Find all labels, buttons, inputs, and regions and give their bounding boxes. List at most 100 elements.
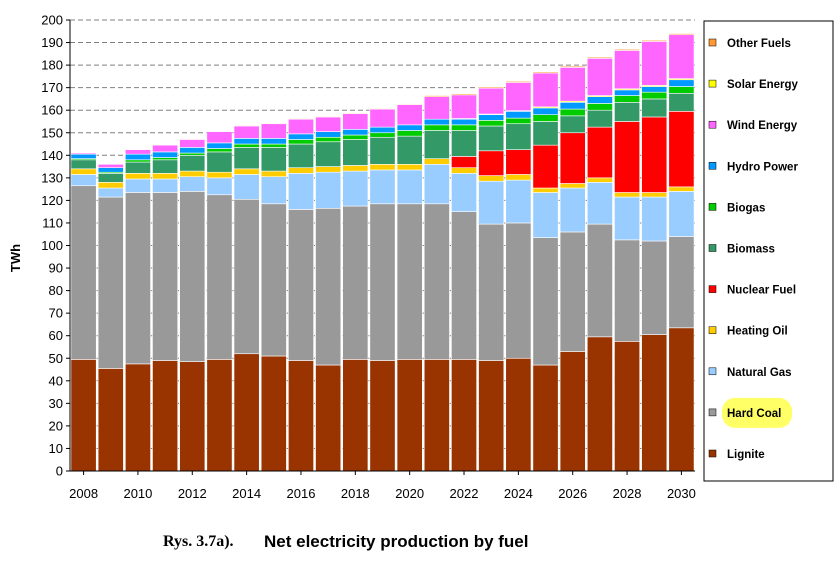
- bar-segment-other-fuels-2017: [315, 115, 342, 118]
- bar-segment-biomass-2026: [559, 115, 586, 134]
- bar-segment-natural-gas-2016: [288, 173, 314, 210]
- legend-highlight: [722, 397, 792, 428]
- bar-segment-wind-energy-2025: [532, 72, 559, 108]
- bar-segment-heating-oil-2016: [288, 167, 314, 174]
- stacked-bar-chart: 0102030405060708090100110120130140150160…: [8, 12, 834, 501]
- bar-segment-wind-energy-2008: [70, 152, 97, 155]
- x-tick-label-2020: 2020: [395, 486, 424, 501]
- bar-segment-hard-coal-2021: [423, 203, 450, 360]
- bar-segment-wind-energy-2019: [369, 108, 396, 128]
- bar-segment-lignite-2012: [179, 361, 206, 472]
- bar-segment-biomass-2009: [97, 173, 124, 183]
- bar-segment-heating-oil-2021: [423, 158, 450, 165]
- legend-swatch-biogas: [708, 203, 717, 211]
- bar-segment-biomass-2022: [451, 130, 477, 157]
- bar-segment-natural-gas-2029: [641, 196, 668, 242]
- bar-segment-other-fuels-2018: [342, 112, 369, 114]
- bar-segment-heating-oil-2012: [179, 170, 206, 178]
- bar-segment-natural-gas-2011: [152, 178, 179, 193]
- bar-segment-heating-oil-2025: [532, 187, 559, 193]
- bar-segment-lignite-2016: [288, 360, 314, 472]
- bar-segment-other-fuels-2021: [423, 95, 450, 97]
- bar-segment-other-fuels-2029: [641, 39, 668, 42]
- bar-segment-biomass-2016: [288, 143, 314, 169]
- bar-segment-biogas-2020: [396, 130, 423, 137]
- bar-segment-heating-oil-2024: [505, 174, 532, 181]
- bar-segment-wind-energy-2024: [505, 82, 532, 111]
- bar-segment-nuclear-fuel-2022: [451, 156, 477, 169]
- bar-segment-lignite-2019: [369, 360, 396, 472]
- bar-segment-biogas-2012: [179, 152, 206, 156]
- bar-segment-hydro-power-2011: [152, 151, 179, 158]
- legend-swatch-wind-energy: [708, 120, 717, 129]
- bar-segment-heating-oil-2014: [233, 168, 260, 175]
- bar-segment-natural-gas-2022: [451, 173, 477, 212]
- legend-label-hard-coal: Hard Coal: [727, 408, 781, 420]
- bar-segment-wind-energy-2011: [152, 144, 179, 153]
- bar-segment-nuclear-fuel-2029: [641, 116, 668, 193]
- bar-segment-hydro-power-2021: [423, 118, 450, 126]
- bar-segment-biogas-2023: [478, 120, 505, 127]
- y-tick-label: 100: [41, 238, 63, 253]
- bar-segment-wind-energy-2009: [97, 164, 124, 169]
- legend-swatch-lignite: [708, 449, 717, 458]
- bar-segment-biogas-2029: [641, 91, 668, 100]
- legend-label-other-fuels: Other Fuels: [727, 38, 791, 50]
- bar-segment-hydro-power-2023: [478, 114, 505, 121]
- bar-segment-lignite-2020: [396, 359, 423, 472]
- bar-segment-biogas-2026: [559, 108, 586, 117]
- y-tick-label: 70: [49, 306, 63, 321]
- bar-segment-wind-energy-2030: [668, 34, 695, 79]
- bar-segment-lignite-2024: [505, 357, 532, 472]
- bar-segment-biogas-2028: [614, 95, 641, 103]
- bar-segment-biomass-2010: [124, 161, 151, 174]
- legend-swatch-nuclear-fuel: [708, 285, 717, 293]
- bar-segment-heating-oil-2010: [124, 173, 151, 180]
- bar-segment-biomass-2011: [152, 159, 179, 174]
- bar-segment-other-fuels-2030: [668, 33, 695, 35]
- x-tick-label-2014: 2014: [232, 486, 261, 501]
- bar-segment-wind-energy-2027: [586, 58, 613, 96]
- bar-segment-wind-energy-2021: [423, 96, 450, 120]
- bar-segment-other-fuels-2024: [505, 81, 532, 83]
- bar-segment-lignite-2014: [233, 353, 260, 472]
- bar-segment-heating-oil-2009: [97, 182, 124, 189]
- bar-segment-natural-gas-2020: [396, 169, 423, 205]
- legend-swatch-heating-oil: [708, 326, 717, 334]
- bar-segment-hydro-power-2017: [315, 131, 342, 138]
- bar-segment-lignite-2029: [641, 334, 668, 472]
- bar-segment-heating-oil-2028: [614, 192, 641, 198]
- bar-segment-natural-gas-2025: [532, 192, 559, 238]
- bar-segment-natural-gas-2014: [233, 174, 260, 200]
- bar-segment-other-fuels-2014: [233, 125, 260, 127]
- legend-swatch-natural-gas: [708, 367, 717, 376]
- bar-segment-heating-oil-2018: [342, 165, 369, 172]
- bar-segment-biomass-2024: [505, 123, 532, 150]
- bar-segment-biogas-2024: [505, 117, 532, 125]
- bar-segment-wind-energy-2012: [179, 139, 206, 148]
- bar-segment-hard-coal-2023: [478, 223, 505, 361]
- bar-segment-natural-gas-2010: [124, 178, 151, 193]
- bar-segment-nuclear-fuel-2026: [559, 132, 586, 184]
- bar-segment-biogas-2021: [423, 124, 450, 131]
- legend-label-biogas: Biogas: [727, 202, 765, 214]
- bar-segment-hard-coal-2015: [260, 203, 287, 357]
- legend-label-hydro-power: Hydro Power: [727, 161, 798, 173]
- bar-segment-biomass-2008: [70, 159, 97, 170]
- caption-title: Net electricity production by fuel: [264, 532, 529, 551]
- bar-segment-natural-gas-2019: [369, 169, 396, 205]
- y-tick-label: 10: [49, 441, 63, 456]
- bar-segment-wind-energy-2014: [233, 125, 260, 139]
- legend-label-nuclear-fuel: Nuclear Fuel: [727, 285, 796, 297]
- bar-segment-natural-gas-2026: [559, 187, 586, 233]
- bar-segment-other-fuels-2028: [614, 49, 641, 51]
- bar-segment-nuclear-fuel-2024: [505, 149, 532, 175]
- legend-swatch-other-fuels: [708, 38, 717, 47]
- bar-segment-biogas-2016: [288, 139, 314, 145]
- bar-segment-lignite-2021: [423, 359, 450, 472]
- y-tick-label: 80: [49, 283, 63, 298]
- bar-segment-biogas-2013: [206, 148, 233, 153]
- bar-segment-other-fuels-2015: [260, 122, 287, 125]
- bar-segment-natural-gas-2012: [179, 176, 206, 192]
- bar-segment-heating-oil-2013: [206, 171, 233, 179]
